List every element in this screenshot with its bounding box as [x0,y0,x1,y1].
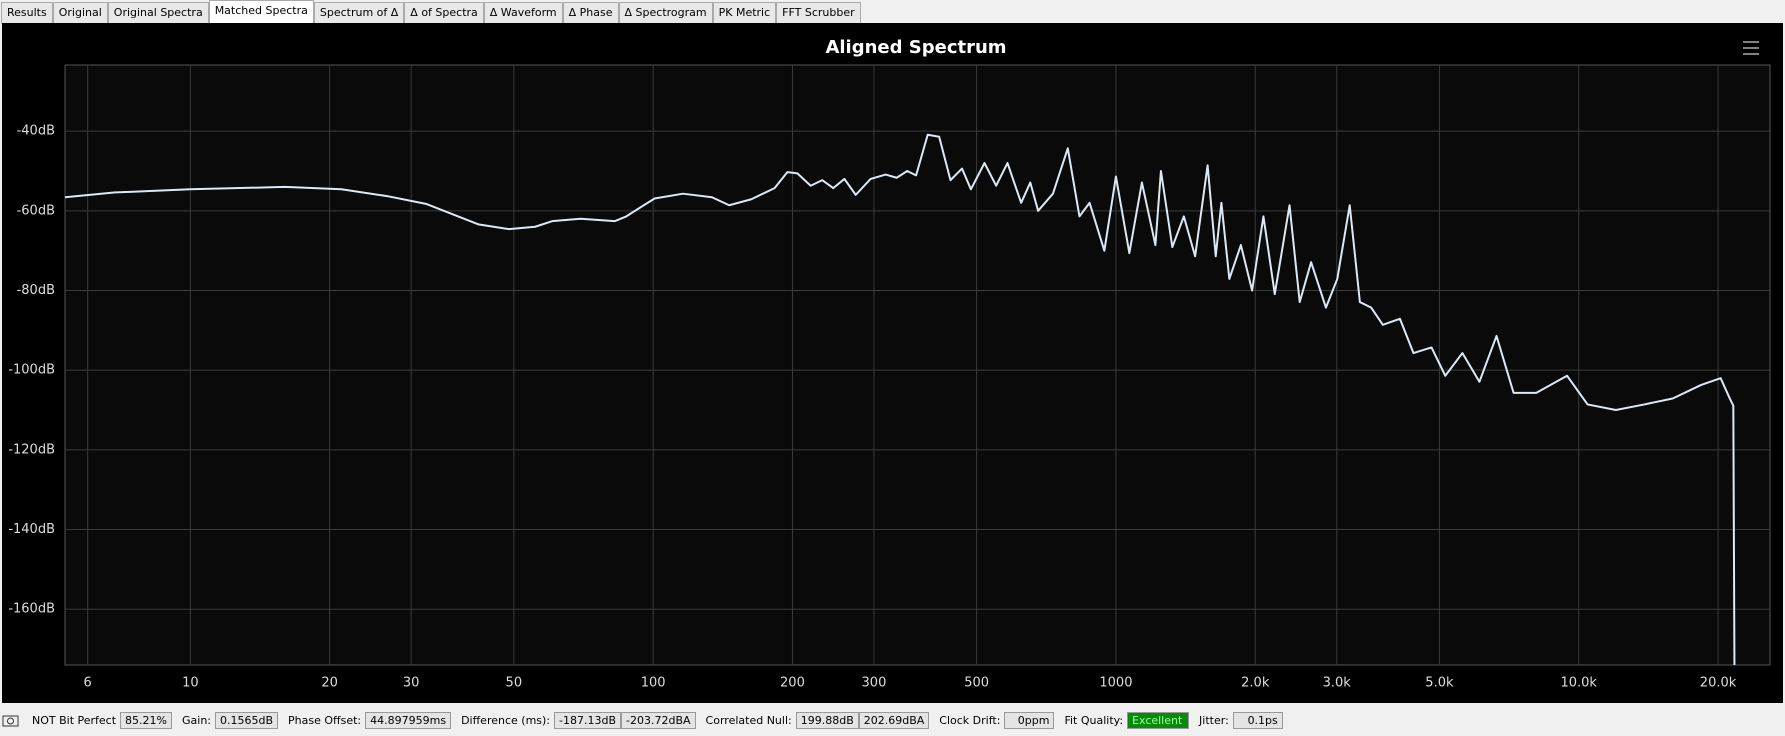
tab[interactable]: Spectrum of Δ [313,2,405,24]
tab[interactable]: Δ of Spectra [404,2,484,24]
x-tick-label: 3.0k [1323,676,1352,691]
value-box: 202.69dBA [858,711,930,729]
x-tick-label: 300 [862,676,887,691]
value-box: 0ppm [1004,711,1055,729]
x-tick-label: 1000 [1099,676,1132,691]
tab[interactable]: Original Spectra [107,2,209,24]
tab[interactable]: Δ Spectrogram [618,2,713,24]
x-tick-label: 30 [403,676,420,691]
y-tick-label: -80dB [17,283,55,298]
plot-area [64,64,1771,666]
x-tick-label: 500 [964,676,989,691]
label: Fit Quality: [1064,713,1124,727]
tab[interactable]: Results [1,2,53,24]
status-bar: NOT Bit Perfect 85.21% Gain: 0.1565dB Phas… [0,708,1785,732]
y-tick-label: -40dB [17,124,55,139]
x-tick-label: 10 [182,676,199,691]
y-tick-label: -120dB [8,442,55,457]
y-tick-label: -60dB [17,203,55,218]
tab-bar: Results Original Original Spectra Matched S… [0,0,861,24]
x-tick-label: 20.0k [1700,676,1737,691]
x-tick-label: 100 [641,676,666,691]
value-box: 44.897959ms [365,711,452,729]
x-tick-label: 50 [506,676,523,691]
x-tick-label: 20 [321,676,338,691]
y-tick-label: -140dB [8,522,55,537]
settings-icon[interactable] [1743,41,1759,55]
value-box: 0.1565dB [215,711,279,729]
label: Phase Offset: [288,713,362,727]
y-tick-label: -100dB [8,363,55,378]
tab[interactable]: Δ Waveform [483,2,563,24]
camera-icon[interactable] [0,710,22,730]
value-box: Excellent [1127,711,1190,729]
label: Difference (ms): [461,713,551,727]
value-box: -187.13dB [554,711,622,729]
tab[interactable]: PK Metric [712,2,777,24]
chart-title: Aligned Spectrum [825,37,1006,58]
label: Gain: [182,713,211,727]
value-box: 199.88dB [795,711,859,729]
value-box: 0.1ps [1232,711,1283,729]
tab[interactable]: Matched Spectra [208,0,314,24]
x-tick-label: 10.0k [1560,676,1597,691]
value-box: 85.21% [120,711,172,729]
tab[interactable]: Δ Phase [562,2,619,24]
label: Correlated Null: [705,713,792,727]
y-tick-label: -160dB [8,602,55,617]
x-tick-label: 5.0k [1425,676,1454,691]
x-tick-label: 6 [84,676,92,691]
label: NOT Bit Perfect [32,713,117,727]
label: Clock Drift: [939,713,1001,727]
tab[interactable]: FFT Scrubber [776,2,861,24]
x-tick-label: 2.0k [1241,676,1270,691]
value-box: -203.72dBA [621,711,696,729]
spectrum-line [64,133,1736,666]
label: Jitter: [1199,713,1229,727]
tab[interactable]: Original [52,2,108,24]
x-tick-label: 200 [780,676,805,691]
chart: Aligned Spectrum -40dB -60dB -80dB -100dB -1… [2,23,1783,703]
